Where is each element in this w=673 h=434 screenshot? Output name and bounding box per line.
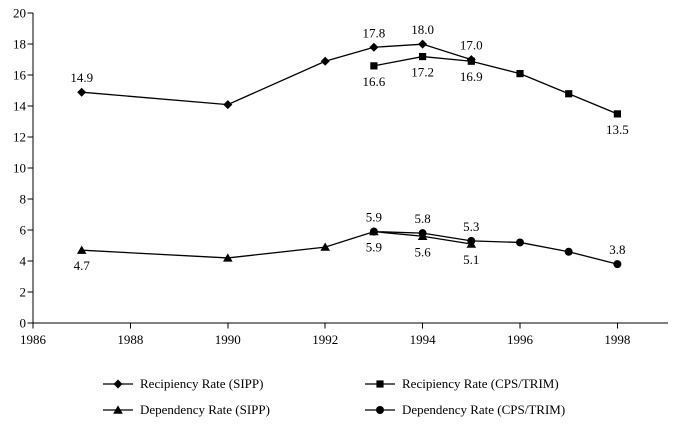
legend-marker-square-icon [365, 380, 395, 388]
y-tick-label: 20 [13, 6, 26, 21]
series-3-marker [564, 247, 573, 256]
legend-item: Recipiency Rate (CPS/TRIM) [365, 376, 673, 392]
legend-label: Dependency Rate (CPS/TRIM) [402, 402, 566, 417]
y-tick-label: 4 [20, 254, 27, 269]
y-tick-label: 0 [20, 316, 27, 331]
legend-item: Dependency Rate (SIPP) [103, 402, 365, 418]
series-1-marker [565, 90, 573, 98]
data-label: 14.9 [70, 70, 93, 85]
data-label: 5.3 [463, 219, 479, 234]
series-1-marker [419, 52, 427, 61]
data-label: 13.5 [606, 122, 629, 137]
data-label: 5.8 [414, 211, 430, 226]
y-tick-label: 10 [13, 161, 26, 176]
series-1-marker [467, 57, 475, 65]
data-label: 3.8 [609, 242, 625, 257]
legend-label: Recipiency Rate (CPS/TRIM) [402, 376, 559, 391]
legend-marker-circle-icon [365, 406, 395, 414]
series-2-marker [76, 245, 87, 254]
chart-legend: Recipiency Rate (SIPP) Recipiency Rate (C… [103, 376, 673, 418]
series-0-marker [320, 56, 330, 66]
data-label: 17.0 [460, 38, 483, 53]
series-3-marker [516, 238, 524, 247]
y-tick-label: 6 [20, 223, 27, 238]
x-tick-label: 1998 [604, 332, 630, 347]
series-line-0 [81, 43, 472, 106]
series-2-marker [223, 253, 233, 262]
x-tick-label: 1992 [312, 332, 338, 347]
series-0-marker [369, 42, 379, 52]
data-label: 16.6 [363, 74, 386, 89]
y-tick-label: 12 [13, 130, 26, 145]
series-0-marker [77, 87, 87, 97]
y-tick-label: 18 [13, 37, 26, 52]
data-label: 5.6 [414, 244, 431, 259]
y-tick-label: 14 [13, 99, 27, 114]
data-label: 4.7 [74, 258, 91, 273]
data-label: 5.9 [366, 240, 382, 255]
data-label: 5.9 [366, 210, 382, 225]
x-tick-label: 1986 [20, 332, 47, 347]
series-0-marker [418, 39, 428, 49]
data-label: 16.9 [460, 69, 483, 84]
chart-svg: 0 2 4 6 8 10 12 14 16 18 20 1986 1988 1990 1992 1994 199… [13, 6, 668, 347]
legend-item: Dependency Rate (CPS/TRIM) [365, 402, 673, 418]
data-label: 5.1 [463, 252, 479, 267]
series-3-marker [418, 229, 427, 238]
legend-label: Recipiency Rate (SIPP) [140, 376, 264, 391]
x-tick-label: 1994 [410, 332, 437, 347]
legend-item: Recipiency Rate (SIPP) [103, 376, 365, 392]
series-2-marker [320, 242, 330, 251]
series-line-3 [373, 230, 618, 265]
y-tick-label: 2 [20, 285, 27, 300]
series-3-marker [613, 260, 622, 269]
data-label: 17.8 [363, 25, 386, 40]
series-3-marker [467, 236, 476, 245]
series-1-marker [613, 110, 621, 118]
legend-marker-diamond-icon [103, 379, 133, 389]
series-line-1 [373, 55, 618, 115]
x-tick-label: 1996 [507, 332, 534, 347]
data-label: 17.2 [411, 65, 434, 80]
legend-marker-triangle-icon [103, 405, 133, 414]
y-tick-label: 8 [20, 192, 27, 207]
series-3-marker [369, 227, 378, 236]
x-tick-label: 1988 [117, 332, 143, 347]
series-0-marker [223, 100, 233, 110]
y-tick-label: 16 [13, 68, 27, 83]
x-tick-label: 1990 [215, 332, 241, 347]
series-line-2 [81, 230, 472, 259]
legend-label: Dependency Rate (SIPP) [140, 402, 270, 417]
data-label: 18.0 [411, 22, 434, 37]
series-1-marker [516, 70, 524, 78]
series-1-marker [370, 62, 378, 70]
